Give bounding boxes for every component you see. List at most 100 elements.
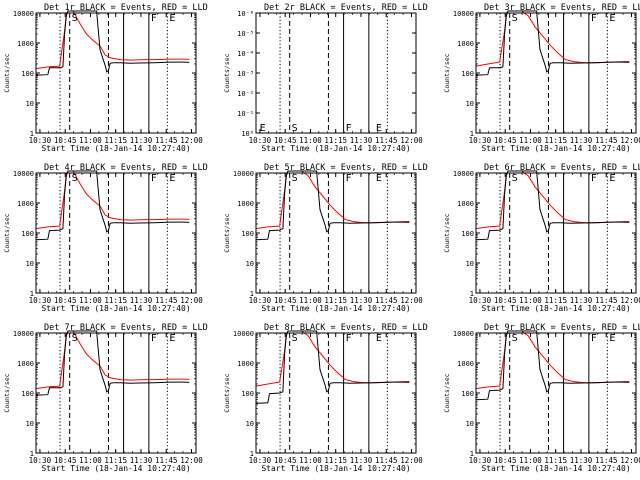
marker-label-e: E	[169, 333, 175, 344]
y-tick-label: 10⁻¹	[237, 110, 254, 118]
y-tick-label: 10	[26, 260, 34, 268]
x-tick-label: 10:30	[29, 296, 52, 305]
y-axis-label: Counts/sec	[223, 213, 231, 252]
x-tick-label: 12:00	[400, 296, 423, 305]
x-tick-label: 11:15	[544, 296, 567, 305]
x-tick-label: 10:45	[274, 296, 297, 305]
x-tick-label: 10:45	[54, 136, 77, 145]
x-tick-label: 10:45	[274, 456, 297, 465]
x-axis-label: Start Time (18-Jan-14 10:27:40)	[41, 304, 190, 313]
y-axis-label: Counts/sec	[223, 373, 231, 412]
y-tick-label: 10⁻⁵	[237, 30, 254, 38]
y-tick-label: 10000	[453, 170, 474, 178]
y-tick-label: 1000	[17, 360, 34, 368]
detector-panel-6: Det 6r BLACK = Events, RED = LLD Counts/s…	[443, 163, 640, 313]
panel-title: Det 2r BLACK = Events, RED = LLD	[264, 3, 428, 13]
x-tick-label: 11:30	[570, 136, 593, 145]
marker-label-f: F	[591, 333, 597, 344]
panel-title: Det 8r BLACK = Events, RED = LLD	[264, 323, 428, 333]
x-axis-label: Start Time (18-Jan-14 10:27:40)	[41, 144, 190, 153]
x-tick-label: 11:45	[595, 296, 618, 305]
marker-label-s: S	[72, 333, 78, 344]
marker-label-s: S	[72, 13, 78, 24]
panel-title: Det 7r BLACK = Events, RED = LLD	[44, 323, 208, 333]
marker-label-s: S	[72, 173, 78, 184]
x-tick-label: 11:00	[79, 456, 102, 465]
x-tick-label: 10:45	[54, 296, 77, 305]
x-tick-label: 11:30	[570, 456, 593, 465]
y-tick-label: 10000	[13, 330, 34, 338]
y-tick-label: 10000	[453, 10, 474, 18]
events-series-line	[36, 170, 190, 241]
x-tick-label: 11:00	[519, 296, 542, 305]
x-tick-label: 11:30	[130, 296, 153, 305]
marker-label-s: S	[292, 123, 298, 134]
detector-panel-9: Det 9r BLACK = Events, RED = LLD Counts/s…	[443, 323, 640, 473]
marker-label-s: S	[292, 173, 298, 184]
x-tick-label: 11:00	[79, 296, 102, 305]
panel-title: Det 6r BLACK = Events, RED = LLD	[484, 163, 640, 173]
x-tick-label: 11:15	[544, 456, 567, 465]
events-series-line	[256, 170, 410, 241]
events-series-line	[476, 170, 630, 241]
x-tick-label: 11:15	[324, 456, 347, 465]
y-tick-label: 10	[466, 100, 474, 108]
y-tick-label: 1	[250, 450, 254, 458]
y-tick-label: 10000	[233, 170, 254, 178]
x-tick-label: 10:30	[469, 296, 492, 305]
marker-label-e: E	[609, 13, 615, 24]
x-tick-label: 11:00	[299, 456, 322, 465]
x-axis-label: Start Time (18-Jan-14 10:27:40)	[481, 144, 630, 153]
x-tick-label: 11:15	[104, 296, 127, 305]
detector-panel-8: Det 8r BLACK = Events, RED = LLD Counts/s…	[223, 323, 428, 473]
events-series-line	[36, 10, 190, 76]
panel-title: Det 1r BLACK = Events, RED = LLD	[44, 3, 208, 13]
y-tick-label: 10	[466, 420, 474, 428]
panel-title: Det 9r BLACK = Events, RED = LLD	[484, 323, 640, 333]
y-axis-label: Counts/sec	[443, 213, 451, 252]
marker-label-e: E	[169, 173, 175, 184]
y-tick-label: 10⁻²	[237, 90, 254, 98]
y-tick-label: 10	[466, 260, 474, 268]
y-tick-label: 100	[461, 70, 474, 78]
x-tick-label: 10:30	[469, 136, 492, 145]
events-series-line	[36, 330, 190, 396]
y-tick-label: 10	[26, 100, 34, 108]
marker-label-f: F	[346, 173, 352, 184]
events-series-line	[256, 330, 410, 404]
events-series-line	[476, 330, 630, 401]
panel-title: Det 5r BLACK = Events, RED = LLD	[264, 163, 428, 173]
marker-label-e: E	[609, 333, 615, 344]
marker-label-f: F	[346, 123, 352, 134]
y-tick-label: 1	[30, 290, 34, 298]
x-tick-label: 11:15	[324, 136, 347, 145]
y-axis-label: Counts/sec	[3, 373, 11, 412]
y-tick-label: 1	[470, 450, 474, 458]
marker-label-e: E	[260, 123, 266, 134]
x-tick-label: 11:45	[375, 296, 398, 305]
y-tick-label: 100	[461, 230, 474, 238]
x-tick-label: 11:15	[104, 136, 127, 145]
y-axis-label: Counts/sec	[3, 53, 11, 92]
x-tick-label: 11:30	[350, 136, 373, 145]
x-tick-label: 11:45	[595, 136, 618, 145]
x-tick-label: 11:30	[350, 296, 373, 305]
x-axis-label: Start Time (18-Jan-14 10:27:40)	[261, 304, 410, 313]
y-tick-label: 1000	[17, 40, 34, 48]
marker-label-f: F	[151, 333, 157, 344]
y-axis-label: Counts/sec	[443, 53, 451, 92]
x-tick-label: 12:00	[620, 136, 640, 145]
x-tick-label: 10:45	[274, 136, 297, 145]
x-tick-label: 10:45	[494, 136, 517, 145]
panel-title: Det 3r BLACK = Events, RED = LLD	[484, 3, 640, 13]
x-tick-label: 12:00	[400, 456, 423, 465]
y-tick-label: 1000	[457, 360, 474, 368]
x-tick-label: 12:00	[180, 456, 203, 465]
y-tick-label: 100	[241, 390, 254, 398]
y-tick-label: 10⁻³	[237, 70, 254, 78]
x-tick-label: 12:00	[400, 136, 423, 145]
y-tick-label: 100	[21, 230, 34, 238]
y-axis-label: Counts/sec	[223, 53, 231, 92]
x-axis-label: Start Time (18-Jan-14 10:27:40)	[261, 464, 410, 473]
